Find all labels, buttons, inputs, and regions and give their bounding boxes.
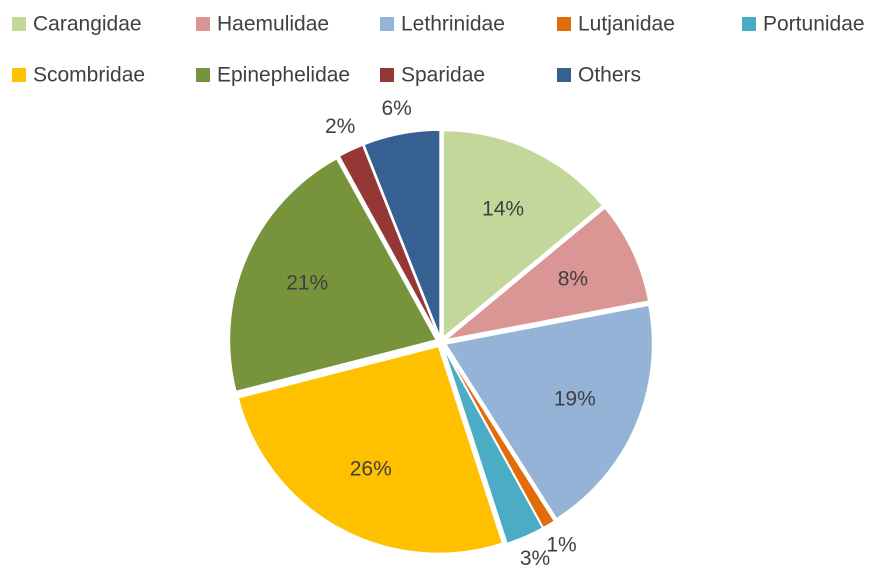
data-label: 8%: [558, 267, 588, 290]
pie-slice: [445, 206, 650, 341]
legend-label: Haemulidae: [217, 13, 329, 36]
legend-swatch: [196, 17, 210, 31]
data-label: 1%: [546, 533, 576, 556]
data-label: 26%: [350, 457, 392, 480]
data-label: 3%: [520, 547, 550, 570]
legend-swatch: [380, 68, 394, 82]
pie-slice: [444, 304, 654, 520]
legend-swatch: [557, 68, 571, 82]
pie-slice: [442, 129, 604, 340]
data-label: 6%: [381, 97, 411, 120]
data-label: 2%: [325, 115, 355, 138]
pie-slice: [338, 144, 440, 338]
legend-label: Lutjanidae: [578, 13, 675, 36]
data-label: 14%: [482, 198, 524, 221]
legend-swatch: [12, 68, 26, 82]
legend-label: Others: [578, 64, 641, 87]
legend-label: Carangidae: [33, 13, 142, 36]
data-label: 19%: [554, 387, 596, 410]
legend-swatch: [12, 17, 26, 31]
pie-slice: [237, 345, 504, 555]
legend-label: Portunidae: [763, 13, 865, 36]
legend-swatch: [196, 68, 210, 82]
legend-label: Scombridae: [33, 64, 145, 87]
legend-swatch: [742, 17, 756, 31]
data-label: 21%: [286, 272, 328, 295]
pie-slice: [362, 129, 441, 338]
legend-swatch: [557, 17, 571, 31]
pie-slice: [442, 346, 544, 545]
pie-slice: [228, 157, 438, 393]
legend-swatch: [380, 17, 394, 31]
legend-label: Lethrinidae: [401, 13, 505, 36]
legend-label: Sparidae: [401, 64, 485, 87]
legend-label: Epinephelidae: [217, 64, 350, 87]
